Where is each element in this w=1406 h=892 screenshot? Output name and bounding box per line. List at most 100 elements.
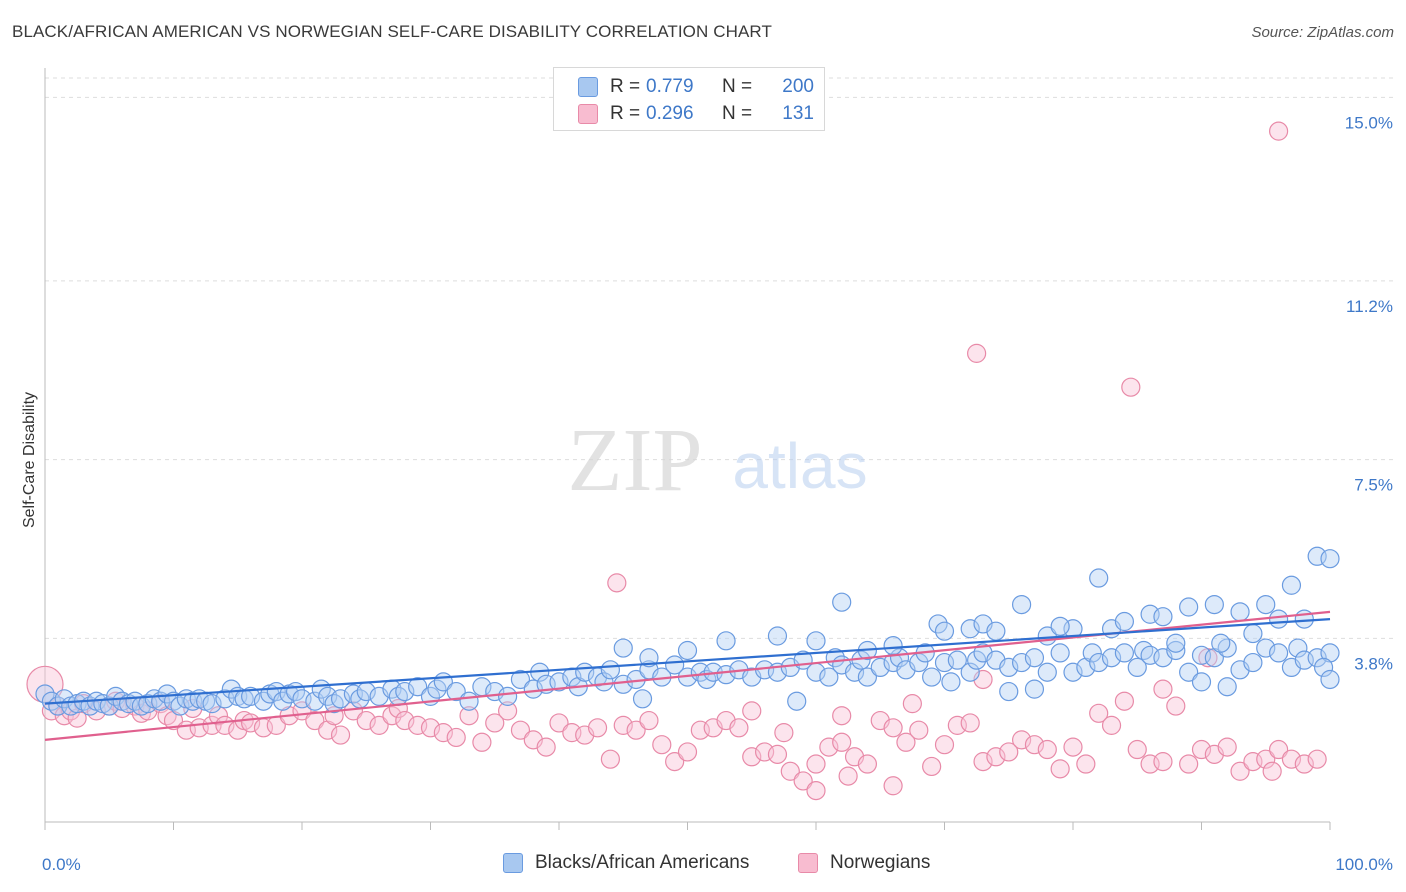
norwegians-point <box>1089 703 1109 723</box>
blacks-point <box>1204 594 1224 615</box>
norwegians-point <box>1191 739 1212 760</box>
legend-r-label: R = <box>610 76 641 97</box>
blacks-point <box>1037 662 1057 682</box>
blacks-point <box>1011 652 1032 673</box>
norwegians-point <box>896 732 916 752</box>
blacks-point <box>1024 679 1045 699</box>
blacks-point <box>1268 643 1289 663</box>
bottom-legend-blacks: Blacks/African Americans <box>503 852 749 874</box>
blacks-point <box>819 667 839 687</box>
blacks-point <box>253 691 274 711</box>
norwegians-point <box>607 573 627 593</box>
norwegians-point <box>498 701 518 721</box>
norwegians-point <box>600 749 621 769</box>
blacks-point <box>1320 669 1340 690</box>
norwegians-point <box>420 718 441 738</box>
norwegians-point <box>1063 737 1083 757</box>
norwegians-point <box>665 752 685 772</box>
blacks-point <box>1166 640 1186 661</box>
norwegians-point <box>433 723 453 743</box>
watermark: ZIP atlas <box>568 411 868 510</box>
blacks-point <box>446 681 466 702</box>
norwegians-point <box>922 756 942 777</box>
y-tick-label: 3.8% <box>1354 654 1393 673</box>
norwegians-point <box>369 715 389 735</box>
chart-source: Source: ZipAtlas.com <box>1251 24 1394 41</box>
blacks-point <box>1243 623 1263 644</box>
norwegians-point <box>613 715 633 735</box>
norwegians-points <box>26 121 1327 801</box>
x-tick-label-min: 0.0% <box>42 855 81 874</box>
norwegians-point <box>485 713 505 733</box>
blacks-point <box>960 662 980 682</box>
norwegians-point <box>626 720 646 740</box>
norwegians-point <box>1230 761 1250 781</box>
y-tick-label: 7.5% <box>1354 476 1393 495</box>
blacks-point <box>1063 662 1083 682</box>
norwegians-point <box>742 747 762 767</box>
blacks-point <box>1179 597 1199 617</box>
blacks-point <box>922 667 942 687</box>
blacks-point <box>395 681 415 702</box>
norwegians-point <box>909 720 929 740</box>
trend-lines <box>44 610 1331 741</box>
x-tick-label-max: 100.0% <box>1335 855 1393 874</box>
blacks-point <box>549 672 569 692</box>
blacks-point <box>767 626 788 646</box>
blacks-point <box>716 665 736 685</box>
norwegians-point <box>1153 752 1173 772</box>
norwegians-point <box>1127 739 1147 760</box>
blacks-point <box>1230 602 1250 622</box>
norwegians-point <box>1166 696 1186 716</box>
norwegians-point <box>1121 377 1141 397</box>
norwegians-point <box>1217 737 1237 757</box>
blacks-point <box>716 631 736 651</box>
blacks-point <box>928 614 948 634</box>
blacks-point <box>787 691 807 711</box>
blacks-point <box>1281 575 1302 595</box>
norwegians-point <box>832 706 852 726</box>
blacks-point <box>1256 594 1276 615</box>
axes <box>44 68 1331 830</box>
norwegians-point <box>639 710 659 731</box>
blacks-point <box>99 696 119 716</box>
blacks-point <box>594 672 614 692</box>
norwegians-point <box>986 747 1006 767</box>
blacks-point <box>427 679 447 699</box>
blacks-point <box>1166 633 1186 653</box>
norwegians-point <box>536 737 556 757</box>
legend-n-value: 200 <box>782 76 814 97</box>
norwegians-point <box>446 727 466 748</box>
blacks-point <box>1101 648 1122 668</box>
blacks-point <box>1288 638 1308 658</box>
blacks-point <box>999 657 1019 678</box>
blacks-point <box>677 640 698 661</box>
blacks-point <box>613 674 633 694</box>
blacks-point <box>999 681 1019 702</box>
blacks-trend-line <box>44 617 1331 705</box>
blacks-point <box>305 691 325 711</box>
blacks-point <box>632 689 653 709</box>
blacks-point <box>1114 643 1135 663</box>
x-tick-labels: 0.0% 100.0% <box>42 855 1393 874</box>
blacks-point <box>510 669 531 690</box>
blacks-point <box>986 621 1006 641</box>
norwegians-point <box>305 710 325 731</box>
y-tick-label: 15.0% <box>1345 113 1393 132</box>
blacks-point <box>221 679 241 699</box>
blacks-point <box>1313 657 1334 678</box>
norwegians-point <box>395 710 415 731</box>
blacks-point <box>1320 549 1340 569</box>
norwegians-point <box>1262 761 1282 781</box>
blacks-point <box>960 619 980 639</box>
norwegians-point <box>774 723 794 743</box>
blacks-point <box>408 677 428 697</box>
legend-n-value: 131 <box>782 103 814 124</box>
norwegians-point <box>459 706 479 726</box>
blacks-point <box>665 655 685 675</box>
norwegians-point <box>729 718 749 738</box>
norwegians-point <box>819 737 839 757</box>
blacks-point <box>941 672 961 692</box>
y-tick-label: 11.2% <box>1346 297 1393 316</box>
blacks-point <box>1243 652 1263 673</box>
